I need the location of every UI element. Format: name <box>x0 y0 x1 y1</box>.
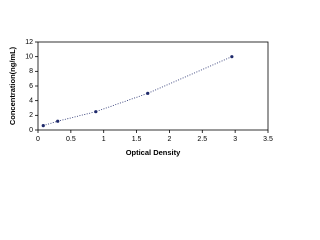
fit-line <box>43 56 233 126</box>
point <box>230 55 234 59</box>
point <box>146 91 150 95</box>
y-tick-label: 0 <box>29 127 33 134</box>
x-tick-label: 2 <box>167 136 171 143</box>
y-tick-label: 10 <box>25 54 33 61</box>
y-tick-label: 8 <box>29 68 33 75</box>
y-tick-label: 12 <box>25 39 33 46</box>
x-axis-label: Optical Density <box>126 148 181 157</box>
y-axis-label: Concentration(ng/mL) <box>8 46 17 125</box>
x-tick-label: 3 <box>233 136 237 143</box>
x-tick-label: 0 <box>36 136 40 143</box>
x-tick-label: 0.5 <box>66 136 76 143</box>
x-tick-label: 3.5 <box>263 136 273 143</box>
chart: Optical Density Concentration(ng/mL) 0 0.… <box>8 39 273 157</box>
x-tick-label: 1.5 <box>132 136 142 143</box>
point <box>56 119 60 123</box>
plot-frame <box>37 41 269 131</box>
x-tick-label: 1 <box>102 136 106 143</box>
y-tick-label: 4 <box>29 98 33 105</box>
y-tick-label: 2 <box>29 112 33 119</box>
point <box>94 110 98 114</box>
point <box>41 124 45 128</box>
y-tick-label: 6 <box>29 83 33 90</box>
x-tick-label: 2.5 <box>197 136 207 143</box>
